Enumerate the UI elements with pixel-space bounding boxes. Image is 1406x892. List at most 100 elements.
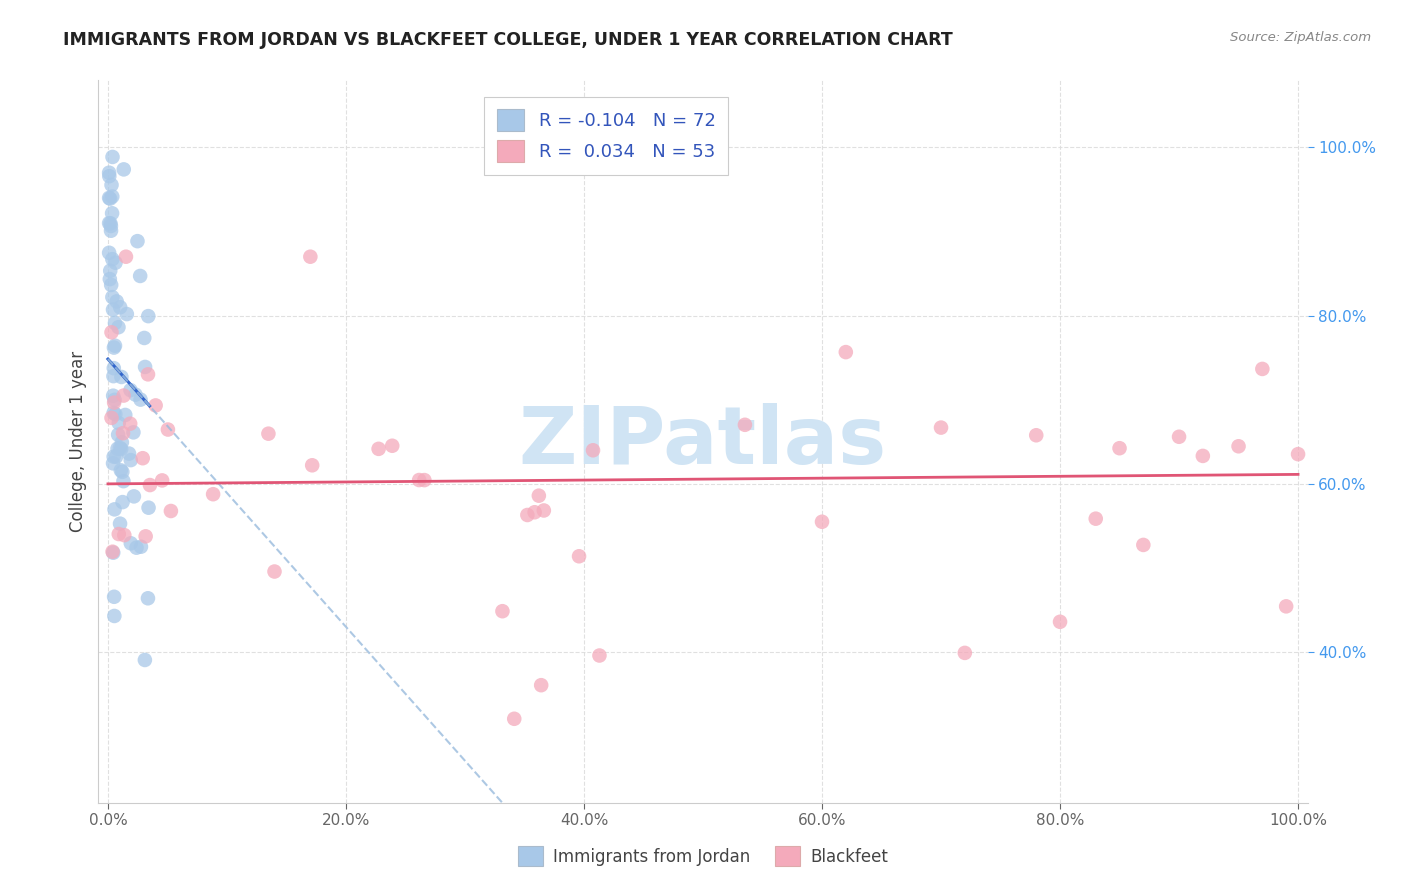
Point <box>533 503 555 517</box>
Point <box>101 252 124 267</box>
Point <box>112 474 135 488</box>
Point <box>734 417 756 432</box>
Point <box>139 478 162 492</box>
Point <box>568 549 591 564</box>
Point <box>103 341 125 355</box>
Point <box>929 420 952 434</box>
Point <box>1227 439 1250 453</box>
Point <box>516 508 538 522</box>
Point <box>101 456 124 470</box>
Point <box>491 604 513 618</box>
Point <box>132 451 155 466</box>
Point <box>523 505 546 519</box>
Point <box>122 489 145 503</box>
Point <box>125 541 148 555</box>
Point <box>1168 430 1191 444</box>
Point <box>103 546 125 560</box>
Point <box>103 590 125 604</box>
Point <box>811 515 834 529</box>
Point <box>1192 449 1215 463</box>
Point <box>100 178 122 192</box>
Point <box>145 399 167 413</box>
Point <box>103 502 125 516</box>
Point <box>129 268 152 283</box>
Point <box>582 443 605 458</box>
Point <box>112 528 135 542</box>
Point <box>110 463 132 477</box>
Point <box>111 495 134 509</box>
Point <box>150 474 173 488</box>
Point <box>136 309 159 323</box>
Point <box>98 169 121 183</box>
Point <box>127 234 149 248</box>
Point <box>98 192 121 206</box>
Point <box>98 264 121 278</box>
Point <box>299 250 322 264</box>
Point <box>129 540 152 554</box>
Point <box>156 423 179 437</box>
Point <box>101 290 124 304</box>
Point <box>134 653 156 667</box>
Point <box>301 458 323 473</box>
Text: Source: ZipAtlas.com: Source: ZipAtlas.com <box>1230 31 1371 45</box>
Point <box>122 425 145 440</box>
Point <box>263 565 285 579</box>
Point <box>118 446 141 460</box>
Point <box>138 500 160 515</box>
Point <box>110 370 132 384</box>
Point <box>111 426 134 441</box>
Point <box>136 368 159 382</box>
Point <box>1251 362 1274 376</box>
Point <box>408 473 430 487</box>
Point <box>110 442 132 456</box>
Point <box>107 320 129 334</box>
Point <box>503 712 526 726</box>
Point <box>107 427 129 442</box>
Point <box>98 245 121 260</box>
Point <box>103 406 125 420</box>
Point <box>101 389 124 403</box>
Point <box>1286 447 1309 461</box>
Point <box>98 191 121 205</box>
Legend: R = -0.104   N = 72, R =  0.034   N = 53: R = -0.104 N = 72, R = 0.034 N = 53 <box>485 96 728 175</box>
Point <box>98 272 121 286</box>
Point <box>136 591 159 606</box>
Point <box>120 453 142 467</box>
Point <box>1108 441 1130 455</box>
Point <box>835 345 858 359</box>
Point <box>367 442 389 456</box>
Point <box>527 489 550 503</box>
Point <box>1049 615 1071 629</box>
Point <box>100 219 122 233</box>
Point <box>108 441 131 455</box>
Point <box>101 150 124 164</box>
Point <box>104 316 127 330</box>
Point <box>124 387 146 401</box>
Legend: Immigrants from Jordan, Blackfeet: Immigrants from Jordan, Blackfeet <box>509 838 897 875</box>
Point <box>953 646 976 660</box>
Point <box>100 216 122 230</box>
Point <box>101 302 124 317</box>
Point <box>160 504 183 518</box>
Point <box>103 609 125 624</box>
Point <box>103 392 125 407</box>
Point <box>107 442 129 456</box>
Point <box>381 439 404 453</box>
Point <box>129 392 152 407</box>
Point <box>115 250 138 264</box>
Point <box>1132 538 1154 552</box>
Point <box>120 536 142 550</box>
Point <box>100 410 122 425</box>
Point <box>105 294 128 309</box>
Point <box>101 189 124 203</box>
Point <box>135 529 157 543</box>
Text: ZIPatlas: ZIPatlas <box>519 402 887 481</box>
Point <box>1084 511 1107 525</box>
Point <box>120 383 142 397</box>
Point <box>101 545 124 559</box>
Point <box>104 407 127 421</box>
Point <box>134 359 156 374</box>
Point <box>530 678 553 692</box>
Point <box>108 516 131 531</box>
Text: IMMIGRANTS FROM JORDAN VS BLACKFEET COLLEGE, UNDER 1 YEAR CORRELATION CHART: IMMIGRANTS FROM JORDAN VS BLACKFEET COLL… <box>63 31 953 49</box>
